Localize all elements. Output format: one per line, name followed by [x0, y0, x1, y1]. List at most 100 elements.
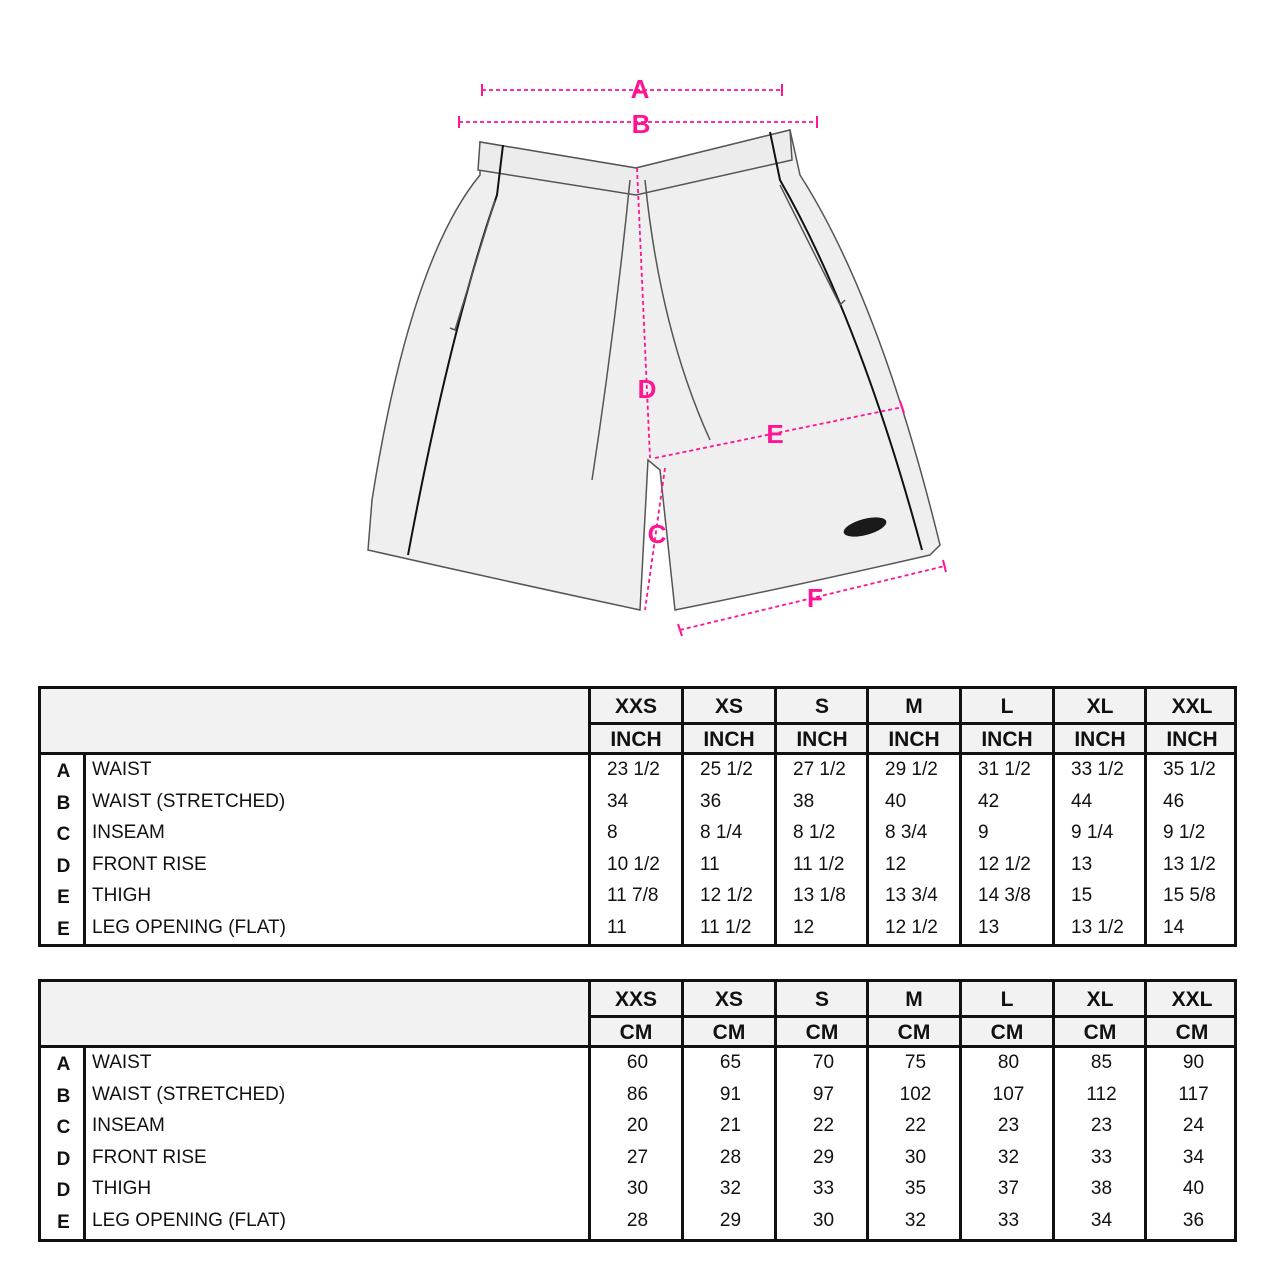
measure-value: 35 1/2 — [1163, 759, 1216, 780]
measure-value: 11 — [607, 916, 627, 938]
measure-value: 9 — [978, 822, 989, 844]
measure-value: 30 — [626, 1178, 649, 1200]
measure-value: 42 — [978, 790, 1000, 812]
size-label: XXL — [1171, 988, 1213, 1011]
measure-value: 8 1/4 — [700, 822, 743, 844]
measure-value: 30 — [812, 1209, 835, 1231]
measure-value: 112 — [1086, 1083, 1117, 1105]
measure-letter: B — [56, 792, 71, 814]
measure-value: 29 — [719, 1209, 742, 1231]
measure-value: 8 1/2 — [793, 822, 836, 844]
measure-value: 90 — [1182, 1052, 1205, 1073]
measure-letter: D — [56, 1180, 71, 1202]
shorts-diagram: A B C D E F — [367, 74, 947, 637]
measure-value: 70 — [812, 1052, 835, 1073]
measure-value: 13 1/2 — [1163, 853, 1216, 875]
table-header: XXS INCH XS INCH S INCH M INCH L INCH XL… — [41, 689, 1237, 755]
measure-value: 12 1/2 — [700, 885, 753, 907]
measure-value: 21 — [719, 1115, 742, 1137]
measure-value: 32 — [904, 1209, 927, 1231]
unit-label: INCH — [869, 722, 959, 755]
size-column-header: XXS INCH — [588, 689, 681, 752]
measure-value: 10 1/2 — [607, 853, 660, 875]
measure-value: 22 — [904, 1115, 927, 1137]
measure-value: 33 — [812, 1178, 835, 1200]
measure-label: FRONT RISE — [92, 1146, 207, 1168]
size-label: XL — [1086, 695, 1114, 718]
measure-value: 40 — [1182, 1178, 1205, 1200]
measure-letter: A — [56, 761, 71, 782]
label-d: D — [638, 374, 657, 404]
shorts-body — [367, 129, 941, 611]
size-column-header: XS INCH — [681, 689, 774, 752]
measure-value: 15 5/8 — [1163, 885, 1216, 907]
measure-value: 65 — [719, 1052, 742, 1073]
measure-value: 13 3/4 — [885, 885, 938, 907]
measure-value: 27 1/2 — [793, 759, 846, 780]
unit-label: INCH — [962, 722, 1052, 755]
measure-value: 117 — [1178, 1083, 1209, 1105]
measure-value: 85 — [1090, 1052, 1113, 1073]
size-label: M — [905, 988, 923, 1011]
measure-line-c — [644, 467, 666, 611]
size-label: XXS — [614, 988, 658, 1011]
measure-label: WAIST (STRETCHED) — [92, 1083, 286, 1105]
measure-value: 32 — [997, 1146, 1020, 1168]
unit-label: CM — [869, 1015, 959, 1048]
size-label: L — [1000, 695, 1014, 718]
measure-value: 97 — [812, 1083, 835, 1105]
measure-value: 24 — [1182, 1115, 1205, 1137]
measure-value: 34 — [607, 790, 629, 812]
size-column-header: M INCH — [866, 689, 959, 752]
measure-value: 11 1/2 — [793, 853, 845, 875]
measure-letter: B — [56, 1085, 71, 1107]
logo-badge — [843, 517, 887, 537]
side-stripe-right — [769, 131, 923, 551]
size-column-header: S CM — [774, 982, 867, 1045]
measure-label: WAIST — [92, 759, 152, 780]
drawcord-right — [644, 179, 711, 441]
measure-line-e — [654, 406, 904, 459]
drawcord-left — [591, 179, 631, 481]
table-row: C INSEAM 20 21 22 22 23 23 24 — [41, 1111, 1234, 1143]
label-c: C — [648, 519, 667, 549]
measure-value: 15 — [1071, 885, 1093, 907]
measure-label: WAIST — [92, 1052, 152, 1073]
table-row: D FRONT RISE 27 28 29 30 32 33 34 — [41, 1143, 1234, 1175]
measure-value: 30 — [904, 1146, 927, 1168]
size-table-inch: XXS INCH XS INCH S INCH M INCH L INCH XL… — [38, 686, 1237, 947]
measure-label: INSEAM — [92, 822, 165, 844]
unit-label: CM — [591, 1015, 681, 1048]
measure-letter: E — [57, 887, 70, 909]
table-row: A WAIST 23 1/2 25 1/2 27 1/2 29 1/2 31 1/2 33 … — [41, 755, 1234, 787]
measure-value: 29 1/2 — [885, 759, 938, 780]
measure-value: 102 — [899, 1083, 932, 1105]
unit-label: CM — [777, 1015, 867, 1048]
measure-label: THIGH — [92, 885, 152, 907]
unit-label: CM — [1147, 1015, 1237, 1048]
measure-line-f — [679, 565, 946, 631]
measure-value: 12 — [793, 916, 815, 938]
measure-value: 46 — [1163, 790, 1185, 812]
table-row: E LEG OPENING (FLAT) 28 29 30 32 33 34 36 — [41, 1206, 1234, 1238]
unit-label: INCH — [684, 722, 774, 755]
measure-value: 75 — [904, 1052, 927, 1073]
pocket-left — [449, 199, 496, 331]
waistband — [477, 129, 793, 196]
measure-value: 25 1/2 — [700, 759, 753, 780]
measure-value: 37 — [997, 1178, 1020, 1200]
size-column-header: XXL CM — [1144, 982, 1237, 1045]
measure-value: 22 — [812, 1115, 835, 1137]
measure-value: 11 — [700, 853, 720, 875]
shorts-illustration — [367, 129, 941, 611]
measure-value: 38 — [1090, 1178, 1113, 1200]
size-table-cm: XXS CM XS CM S CM M CM L CM XL CM XXL CM… — [38, 979, 1237, 1242]
measure-value: 13 1/8 — [793, 885, 846, 907]
measure-value: 11 7/8 — [607, 885, 659, 907]
measure-label: LEG OPENING (FLAT) — [92, 916, 286, 938]
measure-value: 23 1/2 — [607, 759, 660, 780]
size-column-header: XS CM — [681, 982, 774, 1045]
size-label: M — [905, 695, 923, 718]
measure-value: 28 — [626, 1209, 649, 1231]
measure-value: 20 — [626, 1115, 649, 1137]
